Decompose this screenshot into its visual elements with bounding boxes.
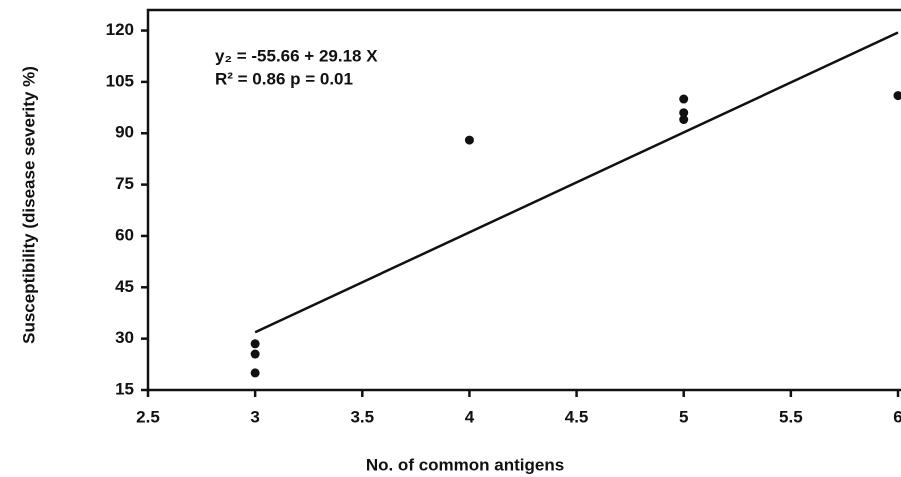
- x-tick-label: 3.5: [350, 407, 374, 426]
- y-tick-label: 90: [115, 123, 134, 142]
- annotation: R² = 0.86 p = 0.01: [215, 69, 353, 88]
- x-axis-label: No. of common antigens: [366, 455, 564, 474]
- x-tick-label: 3: [250, 407, 259, 426]
- fit-line: [254, 31, 899, 334]
- y-tick-label: 45: [115, 277, 134, 296]
- point: [464, 135, 474, 145]
- y-tick-label: 75: [115, 174, 134, 193]
- plot-frame: [146, 8, 901, 392]
- x-tick-label: 4.5: [565, 407, 589, 426]
- point: [679, 94, 689, 104]
- point: [250, 339, 260, 349]
- x-tick-label: 5.5: [779, 407, 803, 426]
- point: [679, 108, 689, 118]
- y-tick-label: 15: [115, 379, 134, 398]
- y-tick-label: 30: [115, 328, 134, 347]
- annotation: y₂ = -55.66 + 29.18 X: [215, 46, 378, 65]
- y-axis-label: Susceptibility (disease severity %): [19, 66, 38, 344]
- x-tick-label: 6: [893, 407, 901, 426]
- x-tick-label: 2.5: [136, 407, 160, 426]
- y-tick-label: 120: [106, 20, 134, 39]
- y-tick-label: 60: [115, 225, 134, 244]
- y-tick-label: 105: [106, 71, 134, 90]
- x-tick-label: 5: [679, 407, 688, 426]
- point: [250, 349, 260, 359]
- point: [250, 368, 260, 378]
- point: [893, 91, 901, 101]
- x-tick-label: 4: [465, 407, 475, 426]
- point: [679, 115, 689, 125]
